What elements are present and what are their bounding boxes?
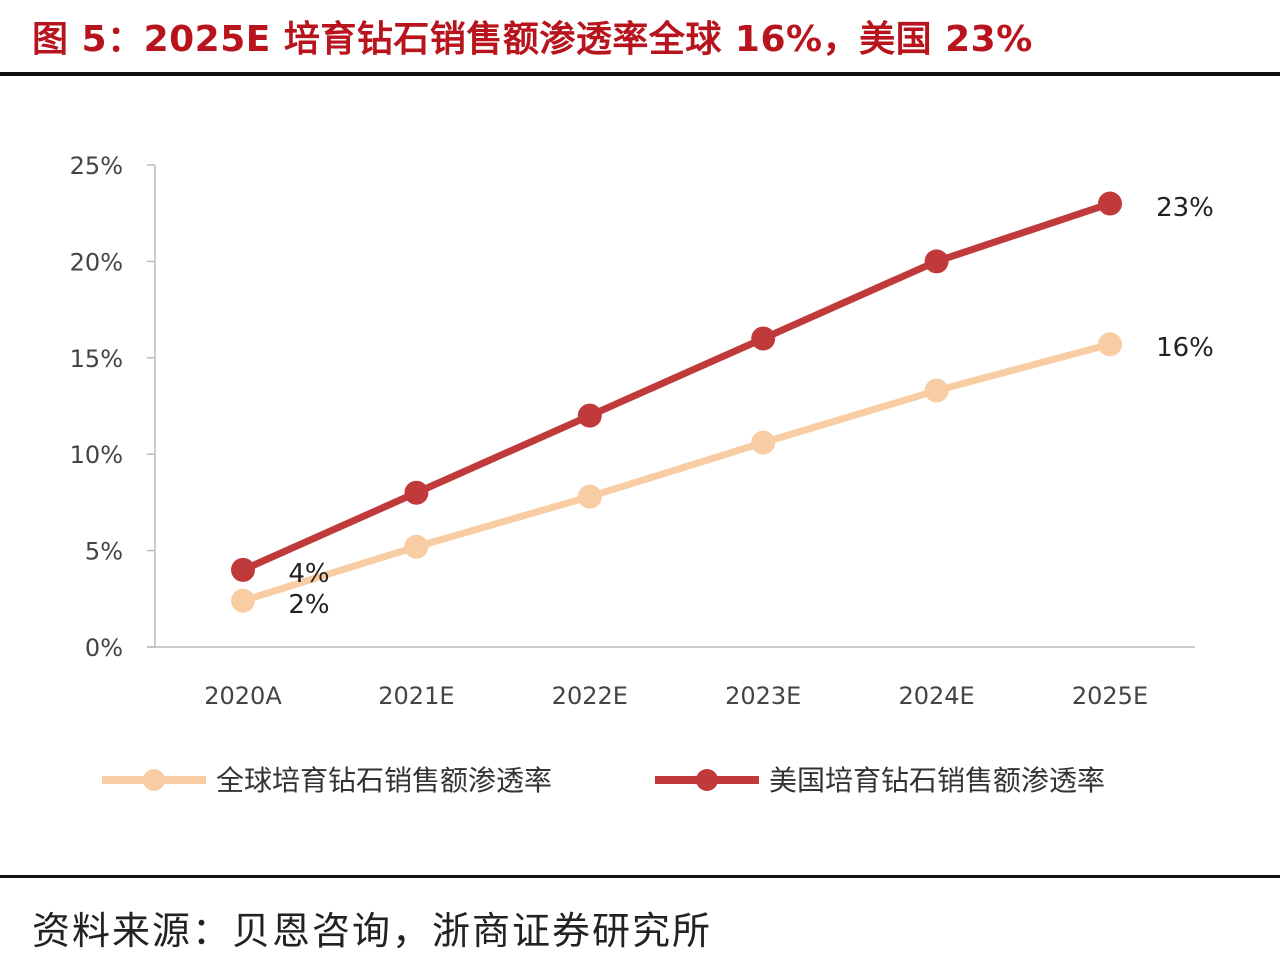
data-point: [231, 588, 255, 613]
legend-swatch-marker: [696, 769, 718, 791]
data-point: [577, 403, 602, 428]
data-point: [1098, 191, 1122, 216]
data-label: 4%: [288, 559, 329, 589]
data-point: [924, 249, 949, 274]
y-tick-label: 25%: [70, 152, 123, 180]
bottom-divider: [0, 875, 1280, 878]
x-tick-label: 2024E: [898, 682, 974, 710]
source-note: 资料来源：贝恩咨询，浙商证券研究所: [32, 909, 713, 953]
y-tick-label: 15%: [70, 345, 123, 373]
data-point: [404, 534, 429, 559]
line-chart: 0% 5% 10% 15% 20% 25% 2020A 2021E 2022E 2023E 2024…: [70, 152, 1214, 797]
y-tick-label: 20%: [70, 248, 123, 276]
y-tick-label: 0%: [85, 634, 123, 662]
data-label: 2%: [288, 590, 329, 620]
data-point: [1098, 332, 1122, 357]
x-tick-label: 2022E: [552, 682, 628, 710]
chart-title: 图 5：2025E 培育钻石销售额渗透率全球 16%，美国 23%: [32, 19, 1033, 60]
data-point: [577, 484, 602, 509]
data-point: [231, 557, 255, 582]
data-label: 16%: [1156, 333, 1214, 363]
y-tick-label: 5%: [85, 538, 123, 566]
data-label: 23%: [1156, 193, 1214, 223]
x-tick-label: 2023E: [725, 682, 801, 710]
top-divider: [0, 72, 1280, 76]
data-point: [404, 480, 429, 505]
data-point: [751, 326, 776, 351]
series-line-1: [241, 200, 1112, 574]
x-tick-label: 2021E: [378, 682, 454, 710]
legend-label: 美国培育钻石销售额渗透率: [769, 764, 1105, 797]
data-point: [751, 430, 776, 455]
x-tick-label: 2025E: [1072, 682, 1148, 710]
x-tick-label: 2020A: [204, 682, 282, 710]
y-tick-label: 10%: [70, 441, 123, 469]
legend-swatch-marker: [143, 769, 165, 791]
legend-label: 全球培育钻石销售额渗透率: [216, 764, 552, 797]
series-line-0: [241, 340, 1111, 605]
data-point: [924, 378, 949, 403]
